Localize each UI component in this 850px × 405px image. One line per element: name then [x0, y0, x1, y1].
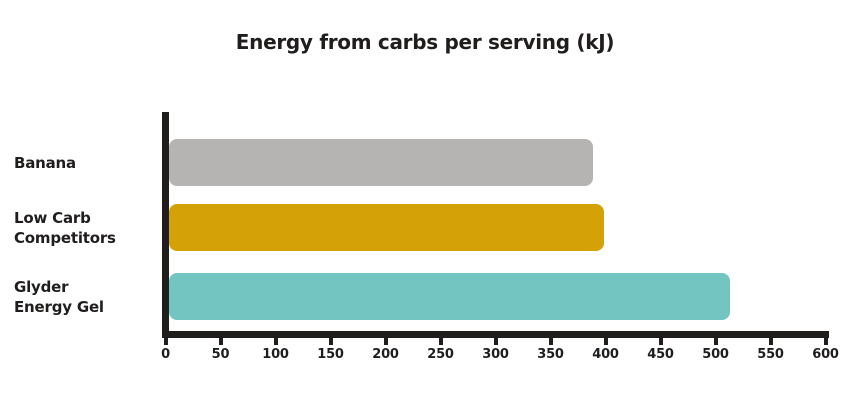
x-axis-tick: [163, 338, 168, 345]
x-axis-tick: [658, 338, 663, 345]
x-axis-tick: [548, 338, 553, 345]
x-axis-tick: [713, 338, 718, 345]
x-axis-tick: [383, 338, 388, 345]
x-axis-tick: [493, 338, 498, 345]
x-axis-tick: [273, 338, 278, 345]
x-axis-tick-label: 250: [427, 347, 454, 362]
x-axis-tick-label: 550: [757, 347, 784, 362]
category-label-line: Energy Gel: [14, 297, 104, 316]
x-axis-tick: [328, 338, 333, 345]
bar-glyder-energy-gel: [169, 273, 730, 320]
chart-title: Energy from carbs per serving (kJ): [235, 30, 615, 54]
x-axis-tick-label: 350: [537, 347, 564, 362]
x-axis-tick-label: 150: [317, 347, 344, 362]
category-label-banana: Banana: [14, 153, 162, 173]
x-axis-tick: [603, 338, 608, 345]
category-label-glyder-energy-gel: Glyder Energy Gel: [14, 277, 162, 317]
x-axis-tick-label: 450: [647, 347, 674, 362]
x-axis-line: [162, 331, 829, 338]
x-axis-tick: [768, 338, 773, 345]
y-axis-line: [162, 112, 169, 338]
bar-low-carb-competitors: [169, 204, 604, 251]
x-axis-tick-label: 400: [592, 347, 619, 362]
x-axis-tick: [823, 338, 828, 345]
x-axis-tick-label: 0: [161, 347, 170, 362]
category-label-line: Competitors: [14, 228, 116, 247]
x-axis-tick: [438, 338, 443, 345]
category-label-line: Low Carb: [14, 208, 91, 227]
x-axis-tick-label: 600: [812, 347, 839, 362]
x-axis-tick-label: 300: [482, 347, 509, 362]
x-axis-tick-label: 50: [211, 347, 230, 362]
x-axis-tick-label: 200: [372, 347, 399, 362]
bar-banana: [169, 139, 593, 186]
x-axis-tick-label: 500: [702, 347, 729, 362]
x-axis-tick-label: 100: [262, 347, 289, 362]
x-axis-tick: [218, 338, 223, 345]
category-label-line: Glyder: [14, 277, 69, 296]
category-label-line: Banana: [14, 153, 76, 172]
category-label-low-carb-competitors: Low Carb Competitors: [14, 208, 162, 248]
